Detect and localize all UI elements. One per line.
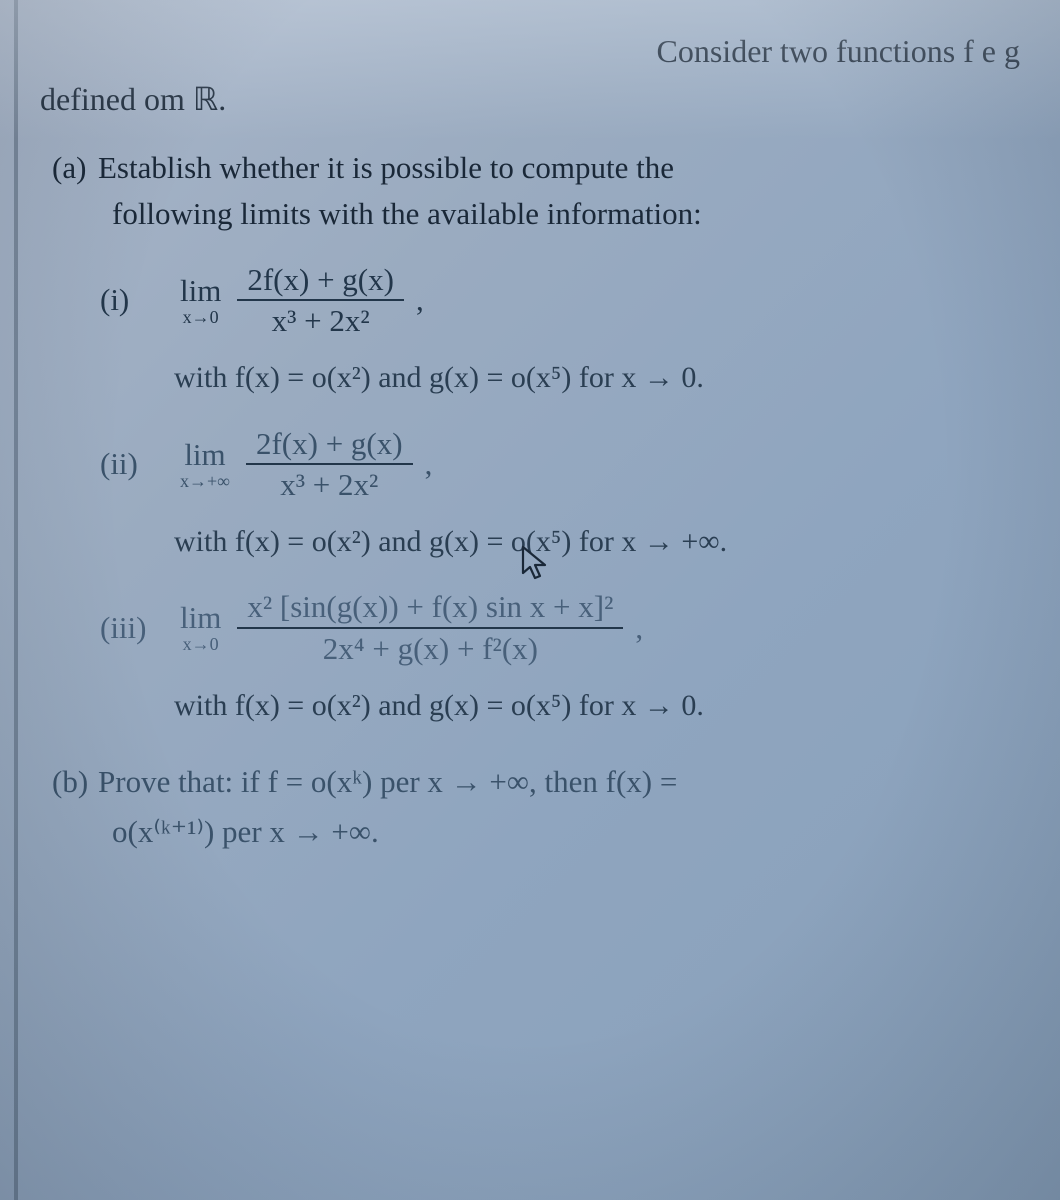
part-a: (a)Establish whether it is possible to c… — [52, 145, 1020, 238]
item-iii-frac: x² [sin(g(x)) + f(x) sin x + x]² 2x⁴ + g… — [237, 587, 623, 668]
lim-sub: x→0 — [183, 308, 219, 326]
left-margin-rule — [14, 0, 18, 1200]
item-ii-num: 2f(x) + g(x) — [246, 424, 413, 464]
lim-word: lim — [180, 275, 221, 306]
item-ii-frac: 2f(x) + g(x) x³ + 2x² — [246, 424, 413, 505]
item-i-frac: 2f(x) + g(x) x³ + 2x² — [237, 260, 404, 341]
item-ii: (ii) lim x→+∞ 2f(x) + g(x) x³ + 2x² , wi… — [100, 424, 1020, 566]
item-iii: (iii) lim x→0 x² [sin(g(x)) + f(x) sin x… — [100, 587, 1020, 729]
part-a-label: (a) — [52, 145, 98, 192]
part-a-line2: following limits with the available info… — [52, 191, 1020, 238]
comma: , — [635, 604, 643, 652]
header-right: Consider two functions f e g — [40, 28, 1020, 74]
comma: , — [425, 440, 433, 488]
part-b: (b)Prove that: if f = o(xᵏ) per x → +∞, … — [52, 757, 1020, 856]
lim-sub: x→0 — [183, 635, 219, 653]
item-ii-lim: lim x→+∞ — [180, 439, 230, 490]
item-iii-with: with f(x) = o(x²) and g(x) = o(x⁵) for x… — [174, 683, 1020, 730]
item-i: (i) lim x→0 2f(x) + g(x) x³ + 2x² , with… — [100, 260, 1020, 402]
item-ii-label: (ii) — [100, 440, 172, 488]
lim-word: lim — [184, 439, 225, 470]
item-i-lim: lim x→0 — [180, 275, 221, 326]
item-ii-den: x³ + 2x² — [270, 465, 388, 505]
lim-sub: x→+∞ — [180, 472, 230, 490]
part-a-line1: Establish whether it is possible to comp… — [98, 150, 674, 185]
item-iii-num: x² [sin(g(x)) + f(x) sin x + x]² — [237, 587, 623, 627]
part-b-label: (b) — [52, 757, 98, 807]
item-iii-lim: lim x→0 — [180, 602, 221, 653]
item-iii-den: 2x⁴ + g(x) + f²(x) — [313, 629, 548, 669]
header-left: defined om ℝ. — [40, 76, 1020, 122]
comma: , — [416, 276, 424, 324]
lim-word: lim — [180, 602, 221, 633]
page-content: Consider two functions f e g defined om … — [0, 0, 1060, 1200]
part-b-line1: Prove that: if f = o(xᵏ) per x → +∞, the… — [98, 764, 677, 799]
item-i-with: with f(x) = o(x²) and g(x) = o(x⁵) for x… — [174, 355, 1020, 402]
item-i-label: (i) — [100, 276, 172, 324]
item-i-num: 2f(x) + g(x) — [237, 260, 404, 300]
item-ii-with: with f(x) = o(x²) and g(x) = o(x⁵) for x… — [174, 519, 1020, 566]
item-i-den: x³ + 2x² — [262, 301, 380, 341]
part-b-line2: o(x⁽ᵏ⁺¹⁾) per x → +∞. — [52, 807, 1020, 857]
item-iii-label: (iii) — [100, 604, 172, 652]
